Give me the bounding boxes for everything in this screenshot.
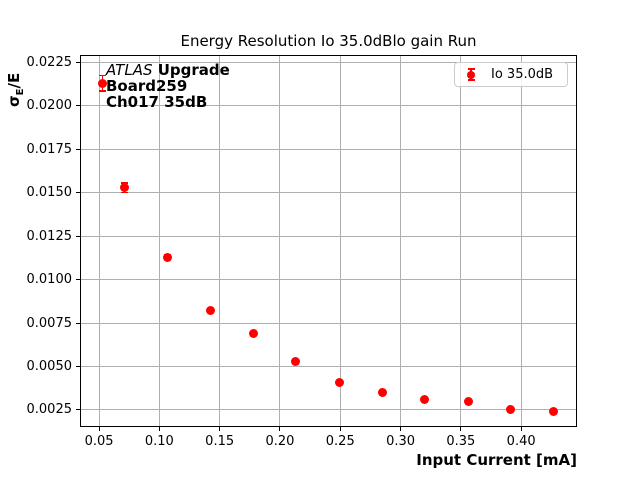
x-tick-label: 0.30	[386, 434, 416, 449]
y-tick-mark	[76, 105, 80, 107]
y-tick-mark	[76, 322, 80, 324]
data-point	[205, 306, 215, 316]
y-gridline	[80, 192, 577, 194]
x-gridline	[219, 55, 221, 427]
y-gridline	[80, 409, 577, 411]
x-tick-mark	[219, 427, 221, 431]
errorbar-cap-top	[99, 74, 107, 77]
annotation: ATLAS Upgrade Board259 Ch017 35dB	[106, 62, 230, 110]
y-tick-mark	[76, 235, 80, 237]
x-gridline	[520, 55, 522, 427]
legend-errorbar-cap-bottom	[467, 79, 475, 81]
y-tick-label: 0.0225	[26, 54, 73, 70]
x-tick-label: 0.20	[265, 434, 295, 449]
y-tick-mark	[76, 148, 80, 150]
data-point	[248, 329, 258, 339]
y-tick-label: 0.0200	[26, 98, 73, 114]
data-point	[334, 377, 344, 387]
y-tick-label: 0.0150	[26, 185, 73, 201]
y-tick-label: 0.0100	[26, 272, 73, 288]
x-tick-label: 0.40	[506, 434, 536, 449]
x-tick-mark	[279, 427, 281, 431]
x-gridline	[98, 55, 100, 427]
x-tick-label: 0.10	[144, 434, 174, 449]
x-axis-label: Input Current [mA]	[416, 451, 577, 469]
legend[interactable]: Io 35.0dB	[454, 62, 568, 87]
y-gridline	[80, 61, 577, 63]
legend-errorbar-icon	[464, 66, 478, 83]
y-gridline	[80, 105, 577, 107]
x-gridline	[339, 55, 341, 427]
data-point	[119, 183, 129, 193]
data-point	[463, 396, 473, 406]
annotation-line-1: ATLAS Upgrade	[106, 62, 230, 78]
x-tick-label: 0.15	[205, 434, 235, 449]
legend-label: Io 35.0dB	[491, 67, 554, 82]
x-tick-mark	[98, 427, 100, 431]
x-tick-label: 0.05	[84, 434, 114, 449]
y-gridline	[80, 279, 577, 281]
errorbar-cap-bottom	[99, 90, 107, 92]
y-tick-label: 0.0175	[26, 141, 73, 157]
annotation-board: Board259	[106, 77, 188, 95]
legend-marker-dot	[467, 71, 475, 79]
y-gridline	[80, 322, 577, 324]
errorbar-cap-bottom	[120, 191, 128, 194]
x-tick-mark	[460, 427, 462, 431]
y-tick-mark	[76, 366, 80, 368]
x-gridline	[279, 55, 281, 427]
data-point	[377, 388, 387, 398]
y-tick-mark	[76, 192, 80, 194]
y-gridline	[80, 366, 577, 368]
y-tick-label: 0.0075	[26, 315, 73, 331]
errorbar-cap-top	[120, 181, 128, 184]
annotation-channel: Ch017 35dB	[106, 93, 208, 111]
ylabel-rest: /E	[5, 72, 23, 89]
y-tick-label: 0.0025	[26, 402, 73, 418]
x-gridline	[400, 55, 402, 427]
x-tick-label: 0.25	[325, 434, 355, 449]
data-point	[505, 405, 515, 415]
x-gridline	[158, 55, 160, 427]
y-tick-mark	[76, 279, 80, 281]
annotation-experiment: ATLAS	[106, 61, 153, 79]
x-tick-mark	[520, 427, 522, 431]
annotation-tag: Upgrade	[152, 61, 230, 79]
x-gridline	[460, 55, 462, 427]
x-tick-mark	[400, 427, 402, 431]
data-point	[163, 252, 173, 262]
chart-title: Energy Resolution Io 35.0dBlo gain Run	[180, 32, 477, 50]
x-tick-mark	[339, 427, 341, 431]
x-tick-label: 0.35	[446, 434, 476, 449]
y-tick-mark	[76, 409, 80, 411]
data-point	[420, 395, 430, 405]
y-tick-mark	[76, 61, 80, 63]
data-point	[98, 78, 108, 88]
legend-errorbar-cap-top	[467, 68, 475, 70]
data-point	[291, 356, 301, 366]
y-gridline	[80, 235, 577, 237]
data-point	[549, 407, 559, 417]
ylabel-subscript: E	[15, 88, 26, 96]
y-tick-label: 0.0125	[26, 228, 73, 244]
y-gridline	[80, 148, 577, 150]
x-tick-mark	[158, 427, 160, 431]
y-tick-label: 0.0050	[26, 359, 73, 375]
